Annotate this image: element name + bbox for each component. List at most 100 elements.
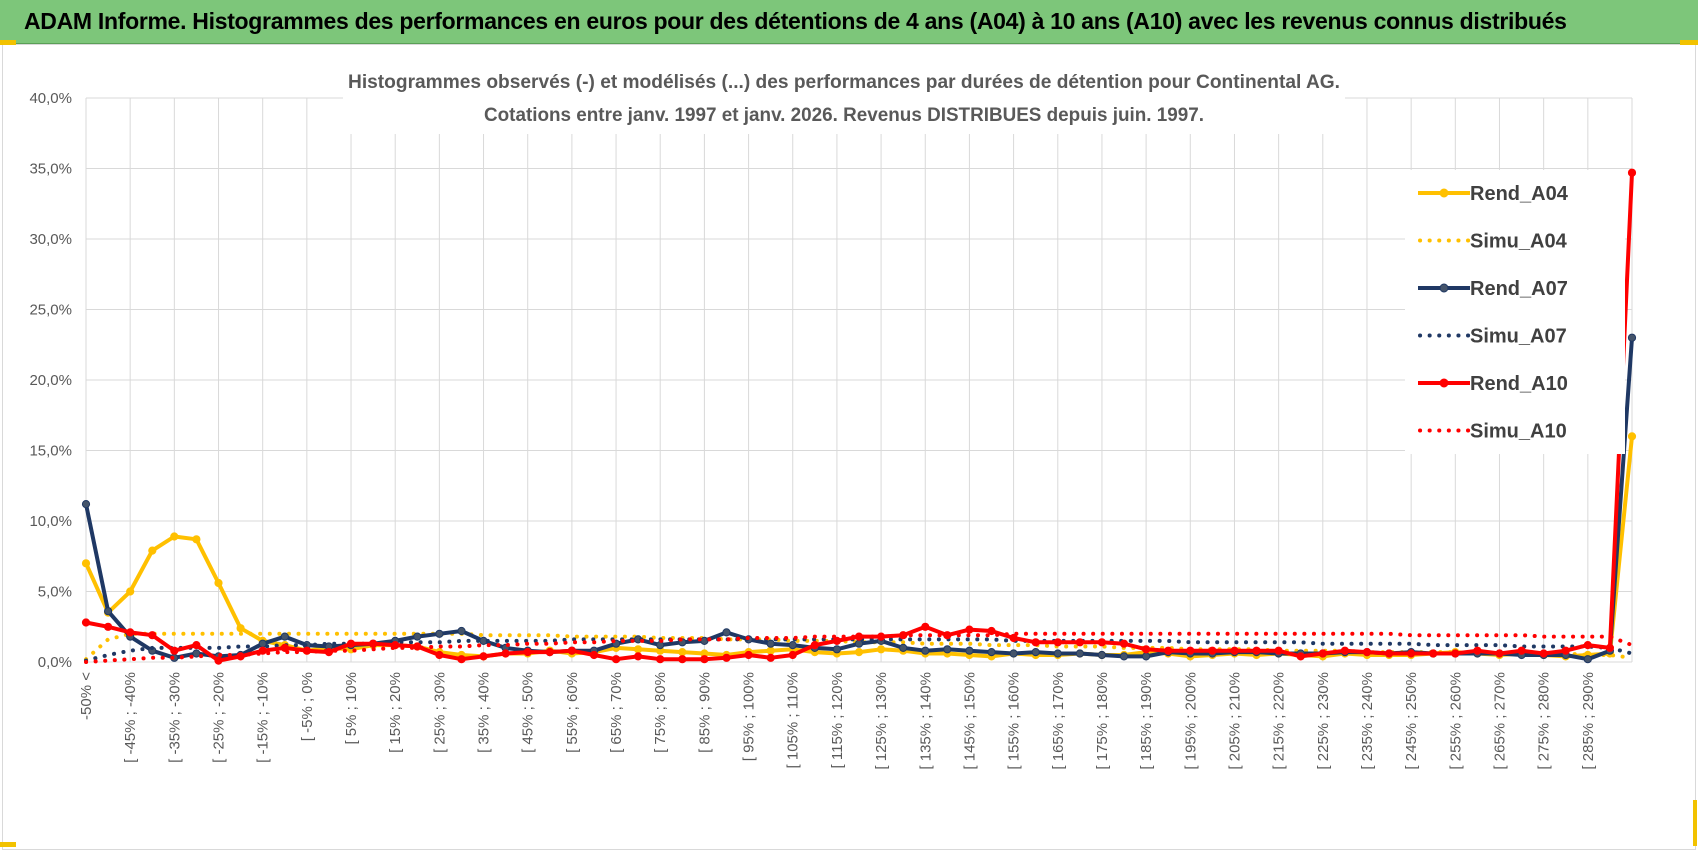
data-point <box>280 643 289 653</box>
data-point <box>1230 646 1239 655</box>
data-point <box>104 607 113 616</box>
data-point <box>656 655 665 664</box>
series-line <box>84 631 1634 664</box>
data-point <box>1164 646 1173 655</box>
x-tick-label: [ 205% ; 210% <box>1226 672 1243 770</box>
data-point <box>678 655 687 664</box>
data-point <box>413 632 422 641</box>
data-point <box>126 628 135 637</box>
data-point <box>656 641 665 650</box>
data-point <box>1539 649 1548 658</box>
data-point <box>1142 645 1151 654</box>
data-point <box>1119 652 1129 661</box>
x-tick-label: [ -35% ; -30% <box>166 672 183 763</box>
y-tick-label: 0,0% <box>38 654 72 671</box>
x-tick-label: [ 125% ; 130% <box>873 672 890 770</box>
data-point <box>1605 643 1615 653</box>
corner-mark-top-left <box>0 40 16 45</box>
chart-frame <box>2 44 1696 850</box>
data-point <box>1451 649 1460 658</box>
legend-item-rend-a04: Rend_A04 <box>1418 183 1569 205</box>
data-point <box>766 646 775 655</box>
data-point <box>1031 638 1040 647</box>
legend-item-simu-a04: Simu_A04 <box>1418 231 1568 253</box>
data-point <box>1318 649 1327 658</box>
data-point <box>545 648 554 657</box>
x-tick-label: [ 245% ; 250% <box>1403 672 1420 770</box>
data-point <box>1097 638 1107 647</box>
data-point <box>192 535 201 544</box>
data-point <box>832 645 842 654</box>
data-point <box>1186 646 1195 655</box>
data-point <box>700 655 709 664</box>
legend-label: Rend_A04 <box>1470 183 1569 205</box>
x-tick-label: [ 115% ; 120% <box>829 672 846 768</box>
y-tick-label: 35,0% <box>29 161 72 178</box>
data-point <box>81 500 91 509</box>
banner-title: ADAM Informe. Histogrammes des performan… <box>24 8 1567 34</box>
data-point <box>236 624 245 633</box>
grid-lines <box>85 97 1633 663</box>
x-tick-label: [ 195% ; 200% <box>1182 672 1199 770</box>
data-point <box>1627 432 1637 441</box>
data-point <box>1053 638 1062 647</box>
x-tick-label: [ 95% ; 100% <box>741 672 758 761</box>
data-point <box>148 546 157 555</box>
legend-label: Simu_A04 <box>1470 231 1568 253</box>
x-tick-label: [ 45% ; 50% <box>520 672 537 753</box>
corner-mark-bottom-left <box>0 842 16 847</box>
x-tick-label: [ 165% ; 170% <box>1050 672 1067 770</box>
data-point <box>523 648 532 657</box>
legend-marker <box>1439 378 1449 388</box>
data-point <box>854 648 864 657</box>
legend-label: Simu_A10 <box>1470 421 1567 443</box>
data-point <box>943 645 952 654</box>
series-line <box>84 637 1634 663</box>
x-tick-label: [ 105% ; 110% <box>785 672 802 768</box>
x-tick-label: [ 285% ; 290% <box>1580 672 1597 770</box>
header-banner: ADAM Informe. Histogrammes des performan… <box>0 0 1698 44</box>
series-rend-a04 <box>81 432 1637 661</box>
x-tick-label: [ -15% ; -10% <box>255 672 272 763</box>
legend-label: Rend_A10 <box>1470 373 1568 395</box>
y-tick-label: 30,0% <box>29 231 72 248</box>
x-axis: -50% < [ -45% ; -40% [ -35% ; -30% [ -25% ;… <box>78 672 1597 770</box>
legend-item-simu-a10: Simu_A10 <box>1418 421 1567 443</box>
data-point <box>1274 646 1283 655</box>
series-layer <box>81 168 1637 665</box>
data-point <box>921 622 930 631</box>
series-line <box>84 337 1634 662</box>
data-point <box>214 578 223 588</box>
data-point <box>965 625 974 634</box>
x-tick-label: [ 215% ; 220% <box>1271 672 1288 770</box>
data-point <box>1031 648 1040 657</box>
legend-label: Rend_A07 <box>1470 278 1568 300</box>
data-point <box>634 645 643 654</box>
x-tick-label: -50% < <box>78 672 95 720</box>
data-point <box>612 655 621 664</box>
x-tick-label: [ 145% ; 150% <box>961 672 978 770</box>
data-point <box>899 643 908 653</box>
data-point <box>81 618 91 627</box>
data-point <box>678 648 687 657</box>
data-point <box>877 645 886 654</box>
data-point <box>1517 646 1526 655</box>
data-point <box>501 649 510 658</box>
data-point <box>567 646 577 655</box>
data-point <box>1075 649 1085 658</box>
x-tick-label: [ -25% ; -20% <box>211 672 228 763</box>
data-point <box>1495 649 1504 658</box>
x-tick-label: [ 55% ; 60% <box>564 672 581 753</box>
data-point <box>457 626 466 636</box>
data-point <box>965 646 974 655</box>
series-line <box>85 172 1634 663</box>
data-point <box>1252 646 1261 655</box>
data-point <box>1407 649 1416 658</box>
x-tick-label: [ -45% ; -40% <box>122 672 139 763</box>
data-point <box>810 641 819 650</box>
legend-item-simu-a07: Simu_A07 <box>1418 326 1567 348</box>
data-point <box>1473 646 1482 655</box>
legend-marker <box>1439 283 1449 293</box>
x-tick-label: [ 5% ; 10% <box>343 672 360 745</box>
